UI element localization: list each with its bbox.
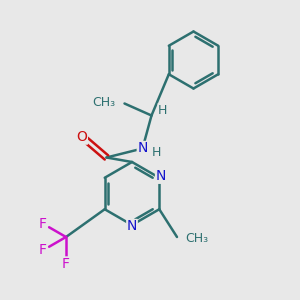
Text: N: N (156, 169, 166, 183)
Text: F: F (62, 257, 70, 271)
Text: F: F (39, 217, 46, 230)
Text: O: O (76, 130, 87, 144)
Text: F: F (39, 244, 46, 257)
Text: H: H (151, 146, 161, 159)
Text: CH₃: CH₃ (92, 95, 116, 109)
Text: CH₃: CH₃ (185, 232, 208, 245)
Text: N: N (127, 220, 137, 233)
Text: H: H (158, 103, 168, 117)
Text: N: N (137, 142, 148, 155)
